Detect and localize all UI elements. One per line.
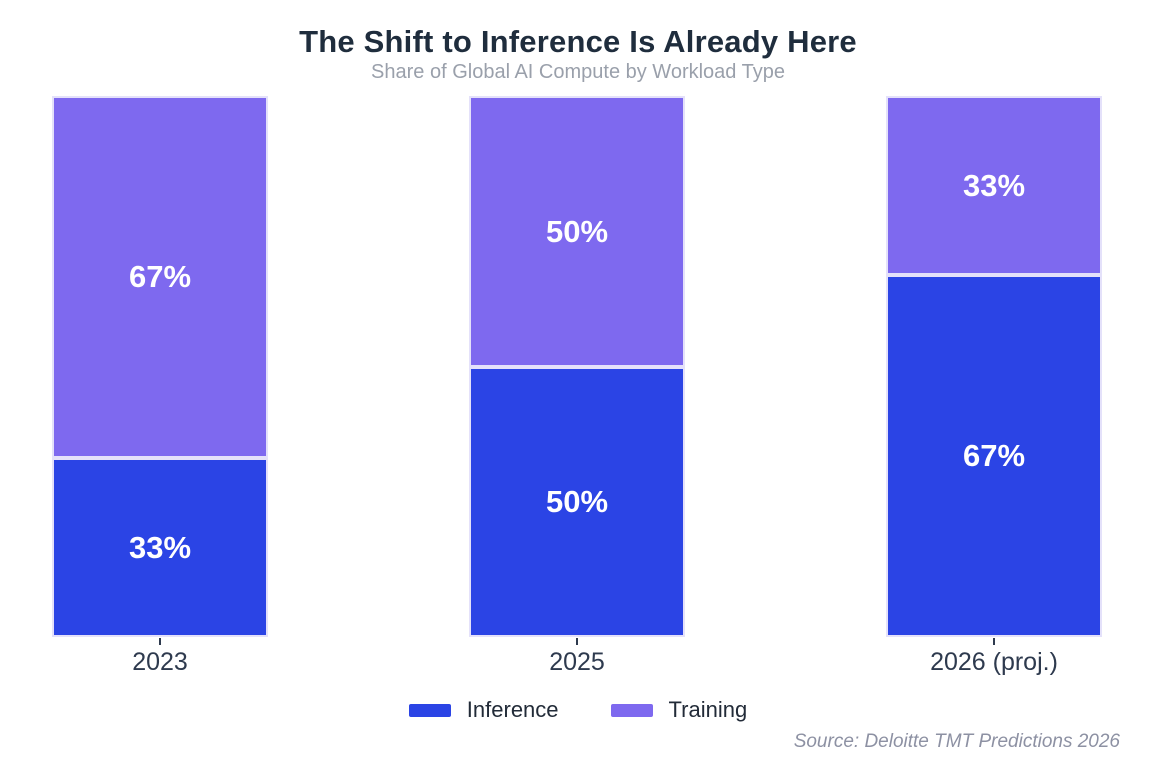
stacked-bar-2025: 50% 50% [469, 96, 685, 637]
x-axis-tick [159, 638, 161, 645]
inference-segment: 67% [886, 275, 1102, 637]
training-segment: 67% [52, 96, 268, 458]
training-value-label: 67% [128, 259, 192, 294]
chart-subtitle: Share of Global AI Compute by Workload T… [371, 61, 785, 83]
training-value-label: 50% [545, 213, 609, 249]
inference-value-label: 67% [962, 438, 1026, 473]
stacked-bar-2023: 67% 33% [52, 96, 268, 637]
inference-value-label: 33% [128, 529, 192, 565]
x-axis-label: 2026 (proj.) [930, 648, 1058, 676]
training-value-label: 33% [962, 167, 1026, 203]
source-note: Source: Deloitte TMT Predictions 2026 [793, 731, 1120, 752]
x-axis-tick [993, 638, 995, 645]
x-axis-label: 2025 [549, 648, 605, 676]
legend: Inference Training [0, 697, 1156, 723]
inference-value-label: 50% [545, 484, 609, 519]
training-swatch-icon [610, 703, 653, 717]
legend-label: Inference [466, 697, 559, 722]
chart-title: The Shift to Inference Is Already Here [299, 24, 857, 59]
stacked-bar-2026-proj-: 33% 67% [886, 96, 1102, 637]
legend-item-inference: Inference [408, 697, 559, 723]
legend-item-training: Training [610, 697, 748, 723]
x-axis-tick [576, 638, 578, 645]
legend-label: Training [668, 697, 748, 722]
training-segment: 50% [469, 96, 685, 367]
inference-segment: 50% [469, 367, 685, 637]
training-segment: 33% [886, 96, 1102, 275]
x-axis-label: 2023 [132, 648, 188, 676]
inference-swatch-icon [408, 703, 451, 717]
inference-segment: 33% [52, 458, 268, 637]
